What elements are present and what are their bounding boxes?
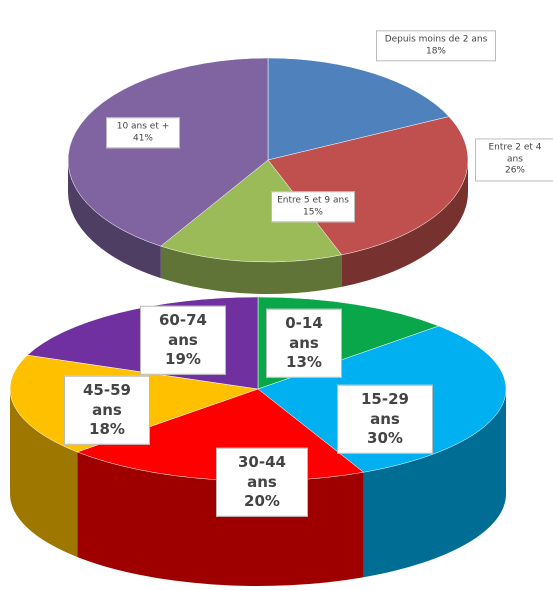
value-label: 19% [165,349,201,368]
data-label: 10 ans et +41% [106,117,180,149]
data-label: 45-59 ans 18% [64,375,150,445]
pie-slice [267,57,450,161]
data-label: Entre 2 et 4 ans 26% [475,138,553,182]
category-label: 45-59 ans [83,380,131,419]
value-label: 20% [244,491,280,510]
data-label: 30-44 ans 20% [216,447,308,517]
category-label: Entre 5 et 9 ans [277,195,349,206]
data-label: 60-74 ans 19% [140,305,226,375]
value-label: 41% [132,133,153,143]
slice-side [341,160,468,287]
value-label: 26% [504,165,525,176]
category-label: 10 ans et + [116,121,170,132]
category-label: 15-29 ans [361,389,409,428]
value-label: 15% [302,207,323,217]
slice-side [363,389,506,578]
category-label: Entre 2 et 4 ans [488,142,542,165]
value-label: 13% [286,352,322,371]
data-label: 15-29 ans 30% [337,384,433,454]
value-label: 18% [425,46,446,56]
slice-side [9,389,78,557]
pie-slice [160,159,343,263]
category-label: 0-14 ans [285,313,323,352]
value-label: 30% [367,428,403,447]
category-label: 60-74 ans [159,310,207,349]
data-label: Depuis moins de 2 ans 18% [376,30,496,62]
pie-slice [67,57,269,247]
data-label: Entre 5 et 9 ans 15% [271,191,355,223]
data-label: 0-14 ans 13% [266,308,342,378]
slice-side [160,246,342,294]
slice-side [68,160,161,279]
category-label: Depuis moins de 2 ans [384,34,488,45]
value-label: 18% [89,419,125,438]
category-label: 30-44 ans [238,452,286,491]
